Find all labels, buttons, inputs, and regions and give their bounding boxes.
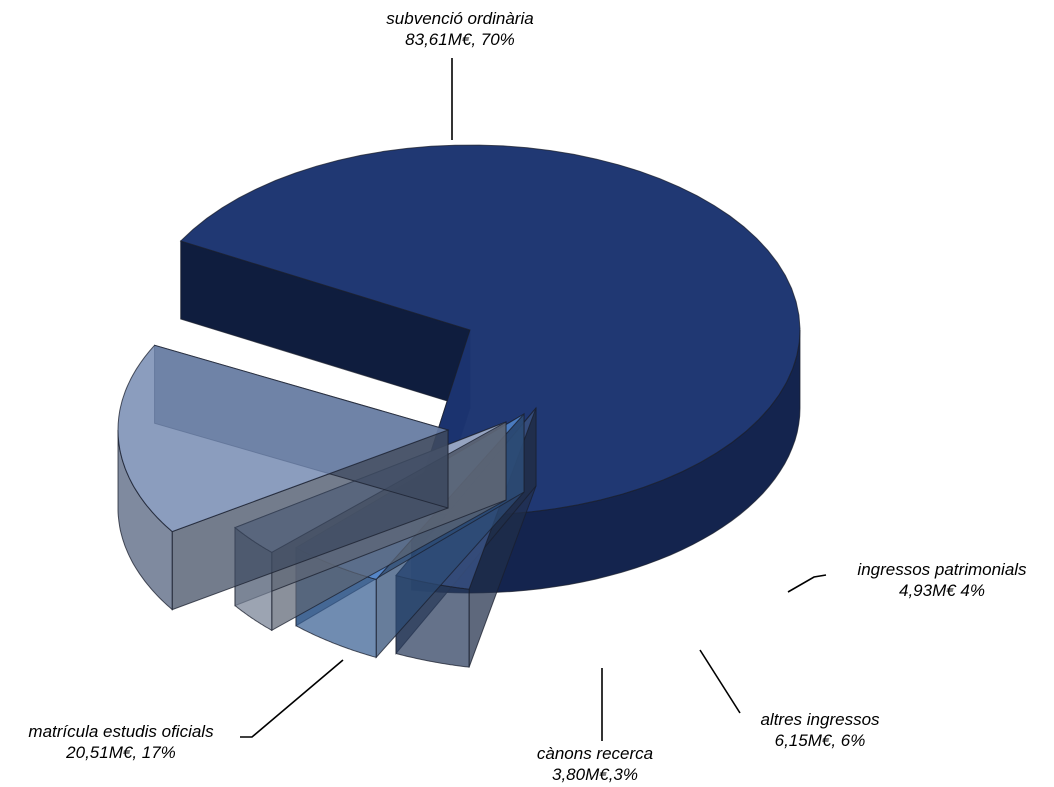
slice-name: subvenció ordinària: [386, 9, 534, 28]
slice-name: cànons recerca: [536, 744, 654, 763]
label-subvencio-ordinaria: subvenció ordinària 83,61M€, 70%: [370, 8, 550, 50]
label-canons-recerca: cànons recerca 3,80M€,3%: [510, 743, 680, 785]
slice-value: 20,51M€, 17%: [66, 743, 176, 762]
label-matricula-estudis-oficials: matrícula estudis oficials 20,51M€, 17%: [5, 721, 237, 763]
leader-line: [699, 649, 741, 714]
slice-name: altres ingressos: [760, 710, 880, 729]
leader-lines: [240, 58, 827, 741]
slice-top: [179, 144, 801, 516]
leader-line: [240, 659, 344, 738]
pie-slices: [117, 144, 801, 668]
slice-name: matrícula estudis oficials: [28, 722, 214, 741]
slice-value: 6,15M€, 6%: [774, 731, 866, 750]
slice-top: [117, 344, 450, 533]
slice-value: 3,80M€,3%: [552, 765, 638, 784]
leader-line: [787, 574, 827, 593]
slice-name: ingressos patrimonials: [857, 560, 1027, 579]
label-altres-ingressos: altres ingressos 6,15M€, 6%: [735, 709, 905, 751]
pie-slice: [117, 344, 450, 611]
slice-value: 83,61M€, 70%: [405, 30, 515, 49]
label-ingressos-patrimonials: ingressos patrimonials 4,93M€ 4%: [832, 559, 1052, 601]
slice-value: 4,93M€ 4%: [899, 581, 985, 600]
